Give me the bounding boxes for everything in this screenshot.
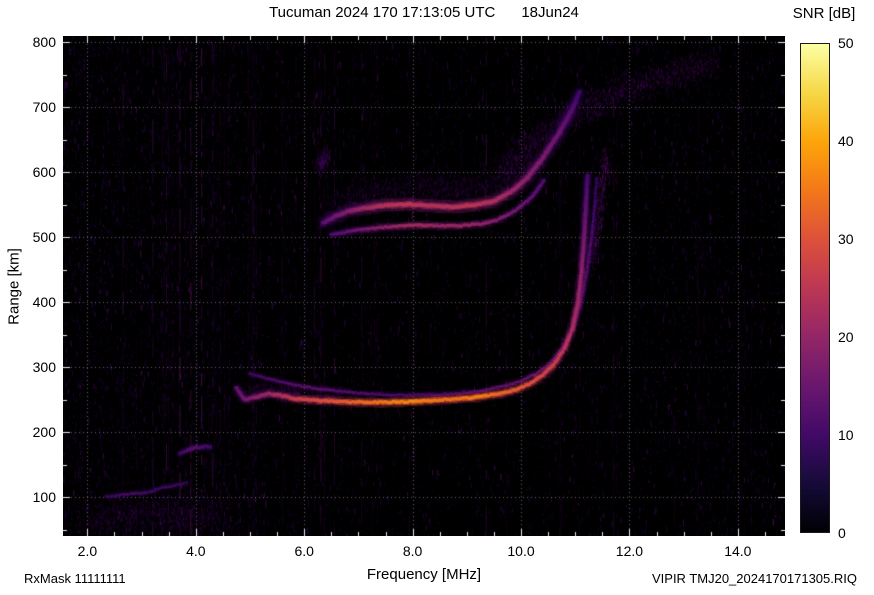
y-axis-tick-label: 300: [32, 359, 56, 376]
colorbar-tick-label: 30: [838, 231, 854, 247]
colorbar-tick-label: 10: [838, 427, 854, 443]
x-axis-tick-label: 4.0: [186, 543, 206, 559]
ionogram-plot-canvas: [63, 36, 785, 536]
colorbar-tick-label: 50: [838, 35, 854, 51]
colorbar-tick-label: 0: [838, 525, 846, 541]
data-file-label: VIPIR TMJ20_2024170171305.RIQ: [651, 571, 857, 586]
x-axis-tick-label: 8.0: [402, 543, 423, 559]
x-axis-tick-label: 12.0: [615, 543, 644, 559]
x-axis-tick-label: 14.0: [724, 543, 752, 559]
x-axis-label: Frequency [MHz]: [366, 566, 482, 583]
y-axis-label: Range [km]: [5, 248, 23, 325]
chart-title-row: Tucuman 2024 170 17:13:05 UTC 18Jun24: [63, 4, 785, 21]
chart-title: Tucuman 2024 170 17:13:05 UTC: [269, 4, 496, 21]
y-axis-tick-label: 100: [32, 489, 56, 506]
y-axis-tick-label: 700: [32, 99, 56, 116]
colorbar-tick-label: 40: [838, 133, 854, 149]
y-axis-tick-label: 400: [32, 294, 56, 311]
x-axis-tick-label: 6.0: [294, 543, 314, 559]
y-axis-tick-label: 200: [32, 424, 56, 441]
y-axis-tick-label: 800: [32, 34, 56, 51]
y-axis-tick-label: 500: [32, 229, 56, 246]
y-axis-tick-label: 600: [32, 164, 56, 181]
rxmask-label: RxMask 11111111: [24, 571, 126, 586]
colorbar-tick-label: 20: [838, 329, 854, 345]
snr-colorbar: [800, 43, 830, 533]
chart-date-label: 18Jun24: [521, 4, 579, 21]
colorbar-title: SNR [dB]: [792, 5, 856, 22]
x-axis-tick-label: 10.0: [507, 543, 535, 559]
x-axis-tick-label: 2.0: [77, 543, 98, 559]
